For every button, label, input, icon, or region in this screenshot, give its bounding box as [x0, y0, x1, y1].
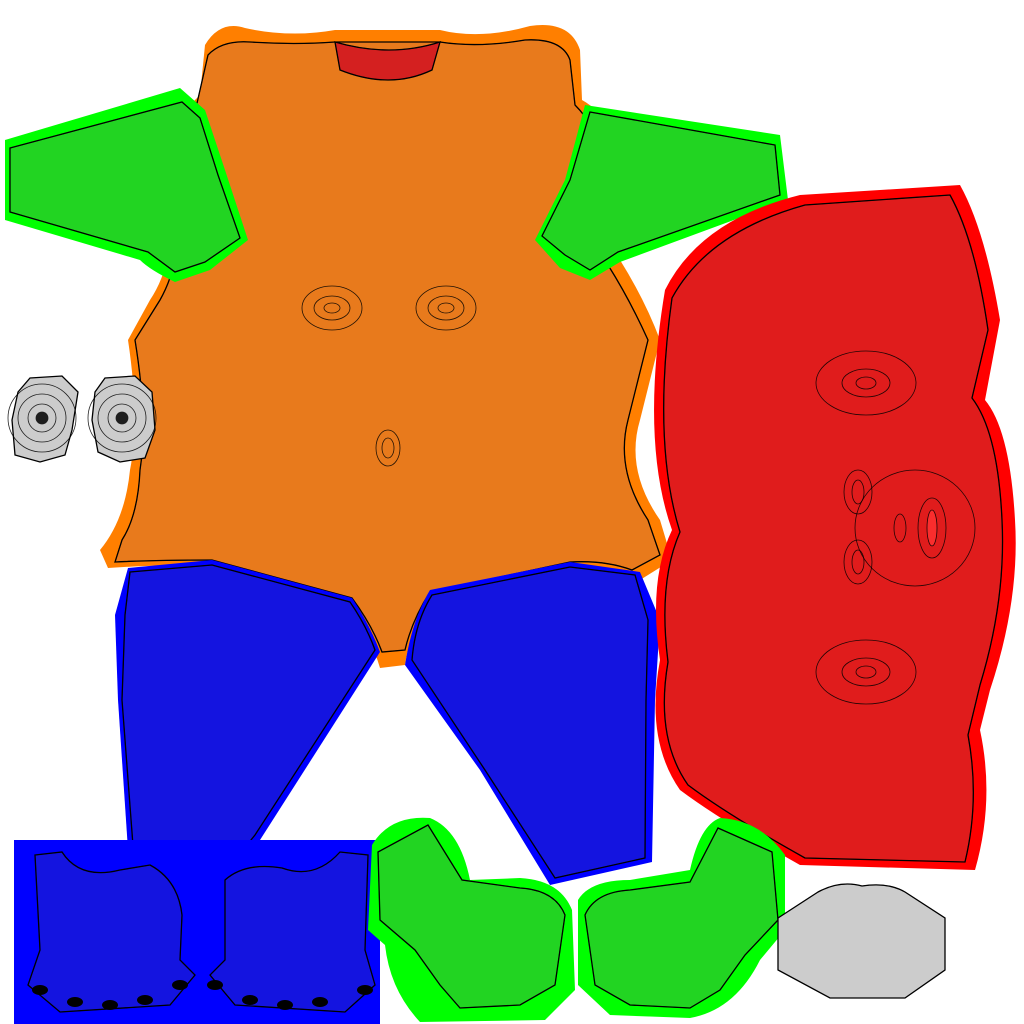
- foot-right-island: [207, 851, 376, 1013]
- head-island: [654, 185, 1016, 870]
- hand-left-island: [368, 817, 575, 1022]
- teeth-shape: [777, 883, 946, 999]
- eye-left-island: [7, 375, 79, 463]
- leg-left-island: [115, 560, 380, 890]
- teeth-wireframe: [777, 883, 946, 999]
- head-nostril-upper: [843, 469, 873, 515]
- head-mouth: [854, 469, 976, 587]
- torso-island: [100, 25, 672, 668]
- head-eye-socket-upper: [815, 350, 917, 416]
- teeth-island: [777, 883, 946, 999]
- eye-left-wireframe: [7, 383, 77, 453]
- hand-right-wireframe: [584, 827, 779, 1009]
- leg-left-shape: [121, 564, 376, 879]
- arm-left-wireframe: [9, 101, 241, 273]
- torso-nipple-right: [415, 285, 477, 331]
- torso-nipple-left: [301, 285, 363, 331]
- head-nostril-lower: [843, 539, 873, 585]
- head-wireframe: [663, 194, 1003, 863]
- foot-right-shape: [209, 851, 376, 1013]
- foot-right-toes: [207, 980, 373, 1010]
- hand-right-island: [578, 818, 785, 1018]
- neck-collar-island: [334, 41, 441, 81]
- eye-right-island: [87, 375, 157, 463]
- arm-right-wireframe: [541, 111, 781, 271]
- torso-wireframe: [114, 39, 661, 653]
- head-eye-socket-lower: [815, 639, 917, 705]
- arm-left-island: [5, 88, 248, 282]
- feet-island-block: [14, 840, 380, 1024]
- leg-right-island: [405, 562, 660, 885]
- eye-right-wireframe: [87, 383, 157, 453]
- foot-left-toes: [32, 980, 188, 1010]
- head-shape: [663, 194, 1004, 863]
- neck-collar-wireframe: [334, 41, 441, 81]
- torso-navel: [375, 429, 401, 467]
- foot-left-wireframe: [27, 851, 196, 1013]
- arm-right-island: [535, 105, 788, 280]
- hand-left-wireframe: [377, 824, 566, 1009]
- leg-right-wireframe: [411, 566, 649, 879]
- foot-left-island: [27, 851, 196, 1013]
